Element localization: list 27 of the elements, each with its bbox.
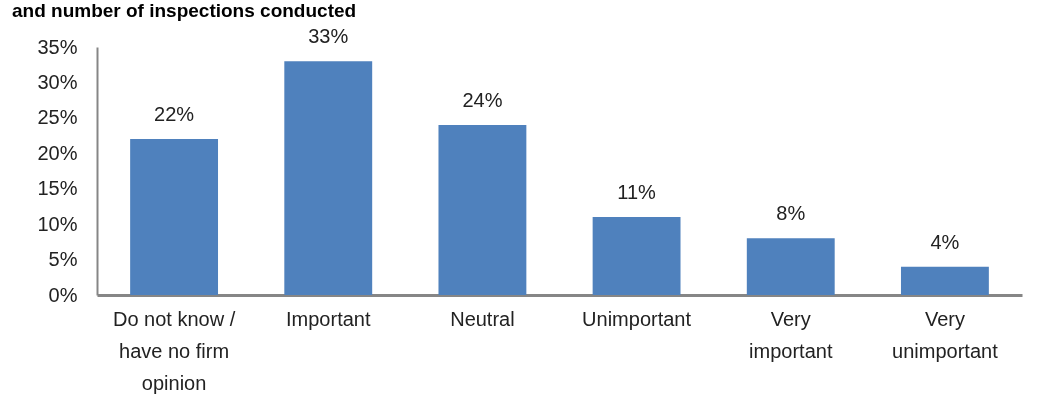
bar: [900, 266, 989, 295]
y-tick-label: 35%: [37, 35, 78, 58]
y-tick-label: 15%: [37, 177, 78, 200]
x-tick-label: Do not know / have no firm opinion: [112, 307, 236, 394]
data-label: 11%: [617, 181, 657, 204]
x-tick-label: Unimportant: [582, 307, 692, 330]
y-tick-label: 0%: [48, 283, 78, 306]
y-tick-label: 30%: [37, 70, 78, 93]
data-label: 24%: [462, 88, 503, 111]
x-tick-label: Very important: [749, 307, 833, 362]
bar: [438, 124, 527, 295]
data-label: 8%: [776, 202, 806, 225]
bar: [284, 61, 373, 295]
y-tick-label: 5%: [48, 248, 78, 271]
y-tick-label: 25%: [37, 106, 78, 129]
bar: [746, 238, 835, 295]
x-tick-label: Very unimportant: [892, 307, 999, 362]
data-label: 22%: [154, 103, 195, 126]
x-tick-label: Important: [286, 307, 371, 330]
data-label: 33%: [308, 25, 349, 48]
data-label: 4%: [930, 230, 960, 253]
bar: [592, 217, 681, 295]
y-tick-label: 20%: [37, 141, 78, 164]
bar: [130, 139, 219, 295]
x-tick-label: Neutral: [450, 307, 515, 330]
y-tick-label: 10%: [37, 212, 78, 235]
chart-title: and number of inspections conducted: [12, 0, 357, 22]
